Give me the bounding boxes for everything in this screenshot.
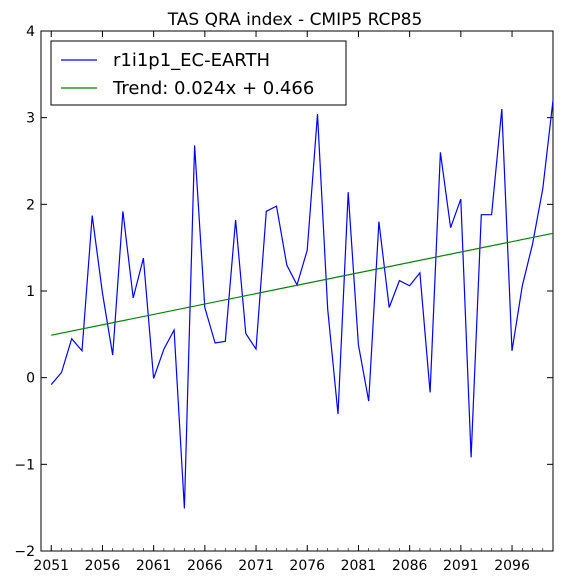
legend: r1i1p1_EC-EARTH Trend: 0.024x + 0.466 (51, 41, 346, 105)
x-tick-label: 2096 (494, 558, 530, 574)
chart-title: TAS QRA index - CMIP5 RCP85 (167, 10, 423, 30)
y-tick-label: −1 (14, 457, 35, 473)
x-tick-label: 2051 (33, 558, 69, 574)
x-tick-label: 2056 (85, 558, 121, 574)
y-tick-label: 2 (26, 197, 35, 213)
x-tick-label: 2076 (289, 558, 325, 574)
y-tick-label: 4 (26, 24, 35, 40)
legend-label-series-2: Trend: 0.024x + 0.466 (112, 78, 314, 99)
axis-ticks: 2051 2056 2061 2066 2071 2076 2081 2086 2091 2096… (14, 24, 553, 574)
series-line-1 (51, 100, 553, 508)
x-tick-label: 2086 (392, 558, 428, 574)
x-tick-label: 2066 (187, 558, 223, 574)
y-tick-label: 0 (26, 371, 35, 387)
y-tick-label: 1 (26, 284, 35, 300)
series-line-2 (51, 233, 553, 335)
x-tick-label: 2071 (238, 558, 274, 574)
legend-label-series-1: r1i1p1_EC-EARTH (113, 50, 270, 71)
y-tick-label: −2 (14, 544, 35, 560)
x-tick-label: 2061 (136, 558, 172, 574)
x-tick-label: 2091 (443, 558, 479, 574)
y-tick-label: 3 (26, 111, 35, 127)
x-tick-label: 2081 (341, 558, 377, 574)
series-lines (51, 100, 553, 508)
